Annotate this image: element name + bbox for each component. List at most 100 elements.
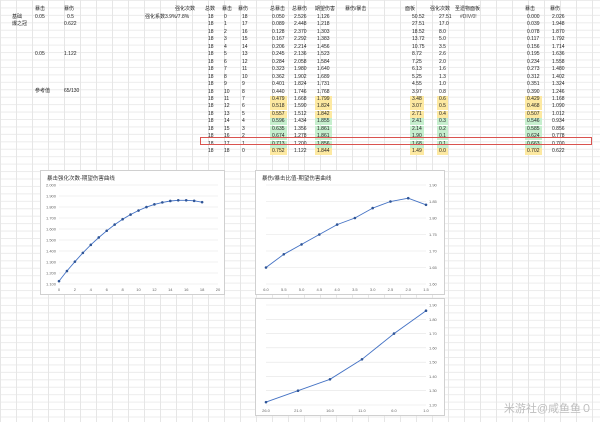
table-cell[interactable]: 1.246 xyxy=(552,88,565,95)
table-cell[interactable]: 14 xyxy=(242,43,248,50)
table-cell[interactable]: 1.824 xyxy=(315,103,332,111)
table-cell[interactable]: 3.48 xyxy=(410,95,424,103)
table-cell[interactable]: 1.168 xyxy=(552,95,565,102)
table-cell[interactable]: 0.195 xyxy=(527,51,540,58)
table-cell[interactable]: 2.0 xyxy=(439,58,446,65)
table-cell[interactable]: 0.039 xyxy=(527,21,540,28)
table-cell[interactable]: 18.52 xyxy=(412,28,425,35)
table-cell[interactable]: 1.855 xyxy=(315,118,332,126)
table-cell[interactable]: 2.026 xyxy=(552,14,565,20)
table-cell[interactable]: 1.636 xyxy=(552,51,565,58)
table-cell[interactable]: 1.792 xyxy=(552,36,565,43)
table-cell[interactable]: 18 xyxy=(208,148,214,155)
table-cell[interactable]: 1.278 xyxy=(294,133,307,140)
table-cell[interactable]: 18 xyxy=(208,95,214,102)
table-cell[interactable]: 11 xyxy=(242,66,248,73)
table-cell[interactable]: 0.624 xyxy=(525,133,542,141)
table-cell[interactable]: 13 xyxy=(242,51,248,58)
table-cell[interactable]: 1.870 xyxy=(552,28,565,35)
table-cell[interactable]: 0.635 xyxy=(270,125,287,133)
table-cell[interactable]: 12 xyxy=(242,58,248,65)
table-cell[interactable]: 1.3 xyxy=(439,73,446,80)
table-cell[interactable]: 1.768 xyxy=(317,88,330,95)
table-cell[interactable]: 15 xyxy=(242,36,248,43)
table-cell[interactable]: 0.585 xyxy=(525,125,542,133)
table-cell[interactable]: 1.90 xyxy=(410,133,424,141)
table-cell[interactable]: 1 xyxy=(224,21,227,28)
table-cell[interactable]: 0.245 xyxy=(272,51,285,58)
table-cell[interactable]: 18 xyxy=(208,28,214,35)
table-cell[interactable]: 18 xyxy=(208,88,214,95)
chart-ratio[interactable]: 暴伤/暴击比值-期望伤害曲线 1.60 1.65 1.70 1.75 1.80 1.85 1… xyxy=(255,170,445,295)
table-cell[interactable]: 0.5 xyxy=(437,103,448,111)
table-cell[interactable]: 18 xyxy=(208,140,214,147)
table-cell[interactable]: 5.0 xyxy=(439,36,446,43)
table-cell[interactable]: 18 xyxy=(208,14,214,20)
table-cell[interactable]: 2.41 xyxy=(410,118,424,126)
table-cell[interactable]: 5.25 xyxy=(412,73,422,80)
table-cell[interactable]: 0.518 xyxy=(270,103,287,111)
table-cell[interactable]: 18 xyxy=(208,21,214,28)
table-cell[interactable]: 2.136 xyxy=(294,51,307,58)
table-cell[interactable]: 0.752 xyxy=(270,148,287,156)
table-cell[interactable]: 1.480 xyxy=(552,66,565,73)
table-cell[interactable]: 1.714 xyxy=(552,43,565,50)
table-cell[interactable]: 8 xyxy=(242,88,245,95)
table-cell[interactable]: 10 xyxy=(224,88,230,95)
table-cell[interactable]: 14 xyxy=(224,118,230,125)
table-cell[interactable]: 2.14 xyxy=(410,125,424,133)
table-cell[interactable]: 5 xyxy=(224,51,227,58)
table-cell[interactable]: 17 xyxy=(242,21,248,28)
table-cell[interactable]: 0.700 xyxy=(552,140,565,147)
table-cell[interactable]: 1 xyxy=(242,140,245,147)
table-cell[interactable]: 0.128 xyxy=(272,28,285,35)
table-cell[interactable]: 18 xyxy=(208,110,214,117)
table-cell[interactable]: 6.13 xyxy=(412,66,422,73)
table-cell[interactable]: 1.012 xyxy=(552,110,565,117)
table-cell[interactable]: 1.824 xyxy=(294,81,307,88)
table-cell[interactable]: 0.2 xyxy=(437,125,448,133)
table-cell[interactable]: 18 xyxy=(208,133,214,140)
table-cell[interactable]: 2.71 xyxy=(410,110,424,118)
table-cell[interactable]: 0.089 xyxy=(272,21,285,28)
table-cell[interactable]: 2.448 xyxy=(294,21,307,28)
table-cell[interactable]: 0.362 xyxy=(272,73,285,80)
table-cell[interactable]: 0.3 xyxy=(437,118,448,126)
table-cell[interactable]: 2.292 xyxy=(294,36,307,43)
table-cell[interactable]: 17 xyxy=(224,140,230,147)
table-cell[interactable]: 0.1 xyxy=(437,133,448,141)
table-cell[interactable]: 18 xyxy=(208,58,214,65)
table-cell[interactable]: 0.622 xyxy=(552,148,565,155)
table-cell[interactable]: 0.856 xyxy=(552,125,565,132)
table-cell[interactable]: 1.523 xyxy=(317,51,330,58)
table-cell[interactable]: 17.0 xyxy=(439,21,449,28)
table-cell[interactable]: 1.668 xyxy=(294,95,307,102)
table-cell[interactable]: 1.512 xyxy=(294,110,307,117)
table-cell[interactable]: 18 xyxy=(208,125,214,132)
table-cell[interactable]: 7 xyxy=(242,95,245,102)
table-cell[interactable]: 1.948 xyxy=(552,21,565,28)
table-cell[interactable]: 1.200 xyxy=(294,140,307,147)
table-cell[interactable]: 0.206 xyxy=(272,43,285,50)
table-cell[interactable]: 0.468 xyxy=(525,103,542,111)
table-cell[interactable]: 3 xyxy=(224,36,227,43)
table-cell[interactable]: 0.401 xyxy=(272,81,285,88)
table-cell[interactable]: 1.122 xyxy=(294,148,307,155)
table-cell[interactable]: 0.546 xyxy=(525,118,542,126)
table-cell[interactable]: 1.844 xyxy=(315,148,332,156)
table-cell[interactable]: 2.370 xyxy=(294,28,307,35)
table-cell[interactable]: 0.507 xyxy=(525,110,542,118)
div-error-cell[interactable]: #DIV/0! xyxy=(460,14,477,20)
table-cell[interactable]: 16 xyxy=(224,133,230,140)
table-cell[interactable]: 1.590 xyxy=(294,103,307,110)
table-cell[interactable]: 50.52 xyxy=(412,14,425,20)
table-cell[interactable]: 6 xyxy=(224,58,227,65)
table-cell[interactable]: 8 xyxy=(224,73,227,80)
table-cell[interactable]: 1.0 xyxy=(439,81,446,88)
table-cell[interactable]: 9 xyxy=(224,81,227,88)
table-cell[interactable]: 0.273 xyxy=(527,66,540,73)
table-cell[interactable]: 1.49 xyxy=(410,148,424,156)
table-cell[interactable]: 0 xyxy=(242,148,245,155)
table-cell[interactable]: 3.5 xyxy=(439,43,446,50)
table-cell[interactable]: 0.312 xyxy=(527,73,540,80)
